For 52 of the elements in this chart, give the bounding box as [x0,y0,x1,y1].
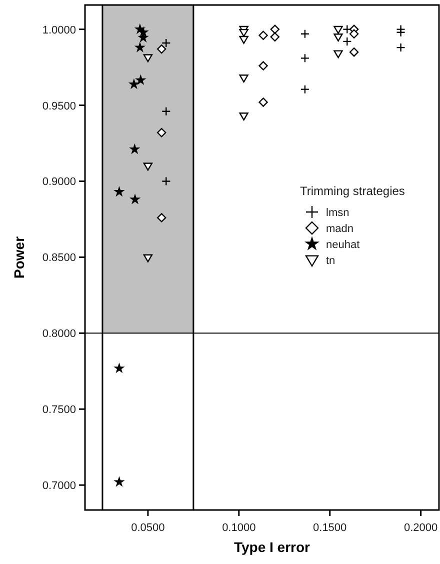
point [162,38,171,48]
point [342,36,352,46]
x-tick-label: 0.2000 [404,522,438,534]
legend-label: madn [326,223,354,235]
legend-label: lmsn [326,207,350,219]
point [130,144,140,154]
point [396,28,406,37]
y-tick-label: 0.7000 [42,480,76,492]
point [239,28,248,37]
x-tick-label: 0.0500 [131,522,165,534]
y-tick-label: 0.7500 [42,404,76,416]
point [334,26,343,34]
legend-label: neuhat [326,239,360,251]
point [162,106,171,116]
legend-label: tn [326,255,336,267]
x-axis-title: Type I error [234,539,311,555]
y-tick-label: 0.8000 [42,328,76,340]
x-tick-label: 0.1500 [313,522,347,534]
point [349,47,359,57]
point [334,50,343,58]
point [239,36,248,44]
y-axis-title: Power [11,236,27,279]
point [114,364,124,372]
point [258,30,268,40]
y-tick-label: 0.9500 [42,100,76,112]
point [156,213,166,222]
point [114,187,124,196]
point [156,128,166,138]
y-tick-label: 0.9000 [42,176,76,188]
point [258,98,268,107]
point [396,42,406,52]
point [270,32,280,42]
point [239,74,248,83]
point [143,254,153,262]
point [300,84,310,94]
point [143,162,153,171]
point [162,176,171,186]
point [300,29,310,38]
point [270,24,280,34]
y-tick-label: 0.8500 [42,252,76,264]
x-tick-label: 0.1000 [222,522,256,534]
point [130,194,140,204]
point [334,34,343,42]
point [114,477,124,486]
point [143,54,153,62]
point [300,54,310,63]
point [239,112,248,121]
point [156,44,166,54]
y-tick-label: 1.0000 [42,24,76,36]
legend-title: Trimming strategies [300,184,405,198]
point [258,61,268,70]
point [349,29,359,38]
